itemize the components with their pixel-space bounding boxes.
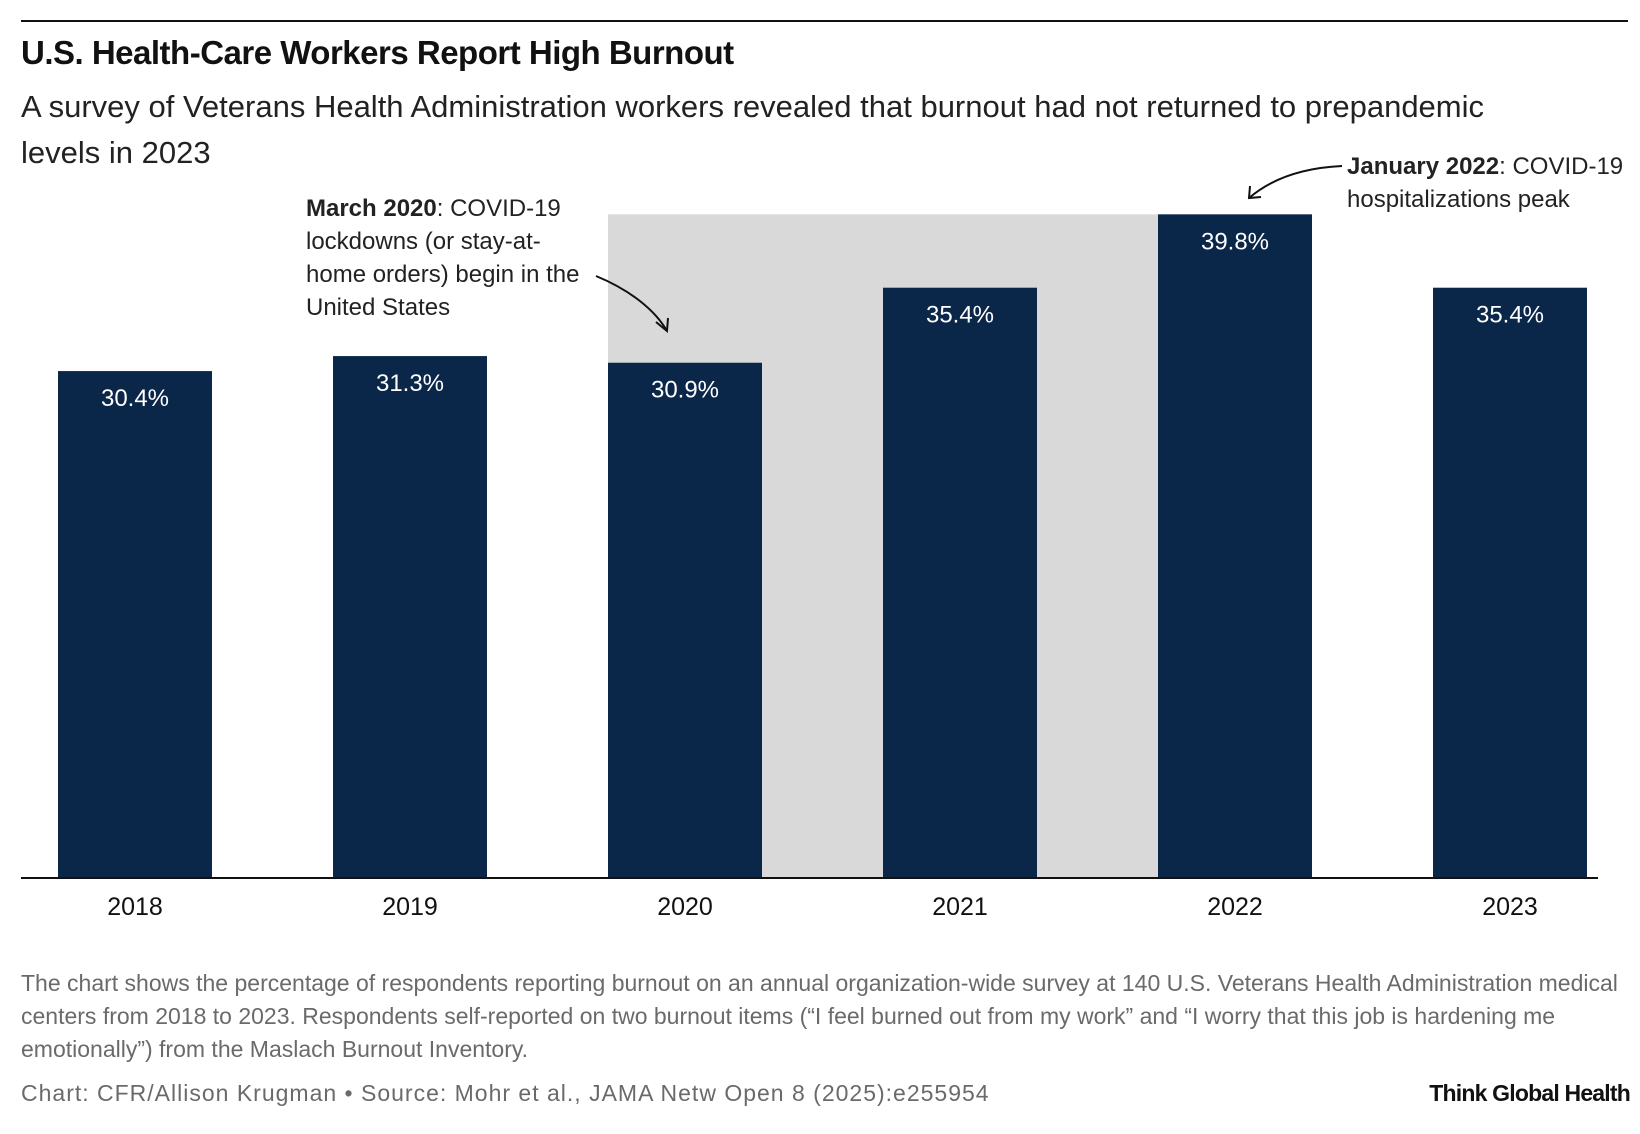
value-label: 39.8% — [1201, 228, 1269, 255]
bar — [1158, 214, 1312, 878]
annotation: January 2022: COVID-19 hospitalizations … — [1347, 150, 1637, 216]
value-label: 35.4% — [926, 302, 994, 329]
annotation-text: : COVID-19 hospitalizations peak — [1347, 153, 1624, 213]
x-tick-label: 2022 — [1207, 893, 1263, 921]
value-label: 30.4% — [101, 385, 169, 412]
chart-subtitle: A survey of Veterans Health Administrati… — [21, 89, 1485, 170]
bar — [58, 371, 212, 878]
chart-note: The chart shows the percentage of respon… — [21, 970, 1618, 1062]
value-label: 30.9% — [651, 377, 719, 404]
annotation-arrowhead — [655, 317, 669, 333]
x-tick-label: 2023 — [1482, 893, 1538, 921]
bar — [333, 356, 487, 878]
annotation: March 2020: COVID-19 lockdowns (or stay-… — [306, 192, 596, 324]
bar — [883, 287, 1037, 879]
chart-credit: Chart: CFR/Allison Krugman • Source: Moh… — [21, 1080, 990, 1106]
annotation-arrow — [1248, 165, 1343, 199]
annotation-arrowhead — [1247, 185, 1262, 200]
x-tick-label: 2020 — [657, 893, 713, 921]
bar — [1433, 287, 1587, 879]
x-tick-label: 2019 — [382, 893, 438, 921]
annotation-text: : COVID-19 lockdowns (or stay-at-home or… — [306, 195, 580, 321]
brand-logo: Think Global Health — [1429, 1080, 1631, 1106]
x-tick-label: 2021 — [932, 893, 988, 921]
value-label: 35.4% — [1476, 302, 1544, 329]
annotation-bold: March 2020 — [306, 195, 437, 222]
bar — [608, 362, 762, 878]
annotation-arrow — [595, 275, 668, 332]
value-label: 31.3% — [376, 370, 444, 397]
chart-title: U.S. Health-Care Workers Report High Bur… — [21, 34, 734, 71]
x-tick-label: 2018 — [107, 893, 163, 921]
annotation-bold: January 2022 — [1347, 153, 1500, 180]
